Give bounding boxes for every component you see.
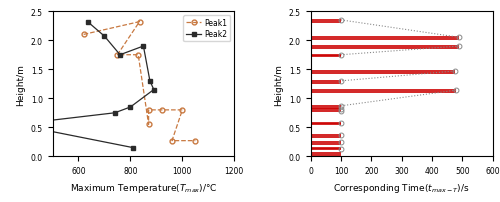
Y-axis label: Height/m: Height/m — [274, 63, 283, 105]
Peak1 — [192, 140, 198, 142]
Peak1 — [114, 54, 120, 57]
Y-axis label: Height/m: Height/m — [16, 63, 25, 105]
Peak1 — [146, 109, 152, 112]
Peak2 — [13, 124, 19, 126]
Peak2 — [130, 147, 136, 149]
Legend: Peak1, Peak2: Peak1, Peak2 — [183, 16, 230, 42]
Peak1 — [146, 124, 152, 126]
Peak1 — [158, 109, 164, 112]
Peak2 — [102, 36, 107, 38]
Peak2 — [140, 46, 146, 48]
Peak1 — [180, 109, 186, 112]
Peak1 — [80, 34, 86, 36]
X-axis label: Maximum Temperature($T_{max}$)/°C: Maximum Temperature($T_{max}$)/°C — [70, 181, 218, 194]
Peak2 — [151, 89, 157, 91]
Peak1 — [136, 21, 142, 24]
Peak1 — [135, 54, 141, 57]
Peak2 — [147, 80, 153, 83]
Peak2 — [128, 106, 134, 109]
X-axis label: Corresponding Time($t_{max-T}$)/s: Corresponding Time($t_{max-T}$)/s — [334, 181, 470, 194]
Peak2 — [112, 112, 118, 114]
Peak2 — [117, 54, 123, 57]
Peak2 — [84, 21, 90, 24]
Line: Peak1: Peak1 — [81, 20, 198, 143]
Peak1 — [169, 140, 175, 142]
Line: Peak2: Peak2 — [14, 20, 156, 150]
